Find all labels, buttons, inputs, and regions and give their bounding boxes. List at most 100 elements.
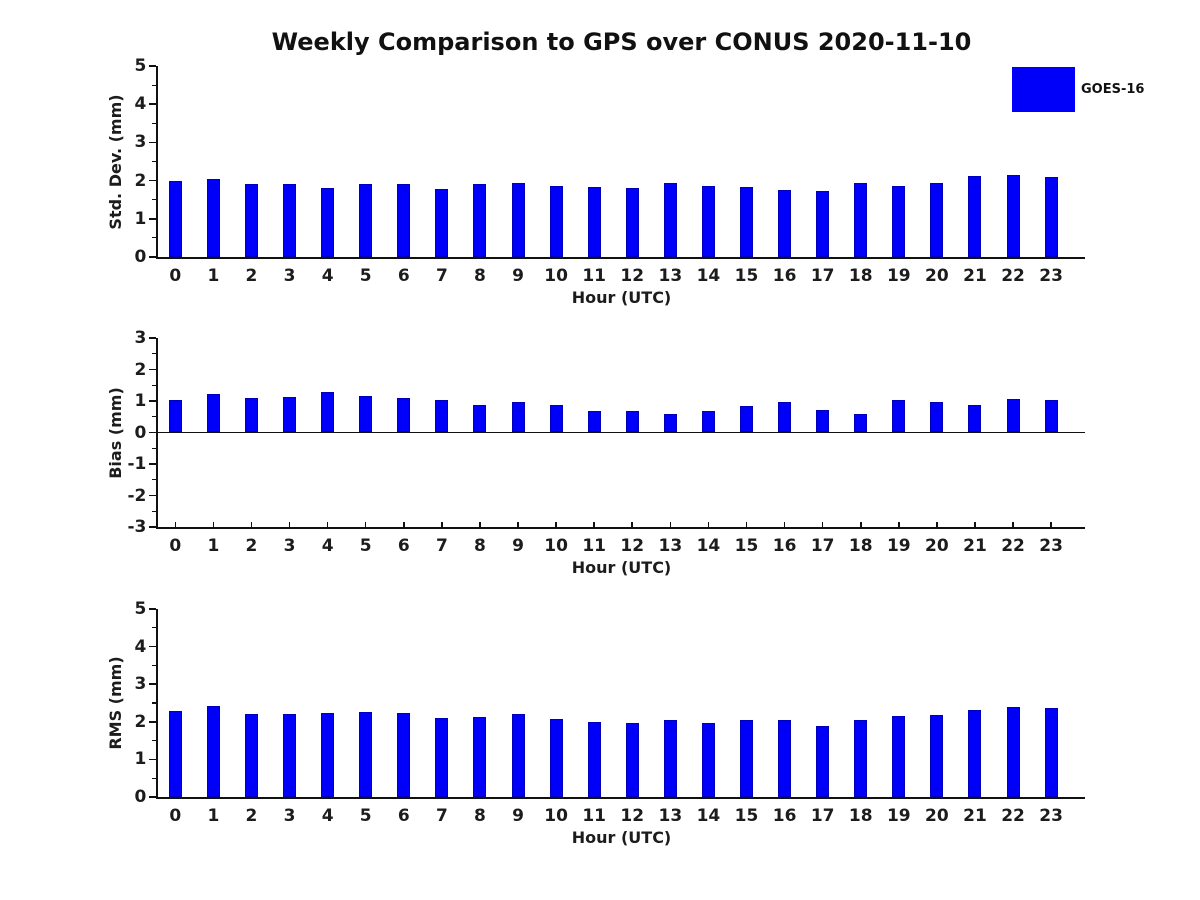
panel2-xtick [364,522,367,527]
panel1-yminortick [152,199,157,201]
panel2-ytick [149,526,157,528]
panel2-bar-hour-1 [206,393,220,433]
panel1-xtick-label: 18 [848,266,873,286]
panel3-xtick-label: 19 [886,806,911,826]
panel1-xtick-label: 2 [245,266,258,286]
panel2-xtick-label: 13 [658,536,683,556]
panel2-ytick-label: 2 [134,359,147,380]
panel1-bar-hour-1 [206,178,220,257]
panel3-xtick-label: 2 [245,806,258,826]
panel2-xtick-label: 22 [1001,536,1025,556]
panel3-bar-hour-22 [1006,706,1020,797]
panel2-ytick-label: 1 [134,391,147,411]
panel1-xtick-label: 20 [925,266,949,286]
panel3-xtick-label: 20 [925,806,949,826]
panel3-bar-hour-6 [397,713,411,797]
panel3-bar-hour-3 [283,713,297,797]
panel1-ytick-label: 1 [134,208,147,229]
panel2-xtick [326,522,329,527]
panel1-bar-hour-16 [778,189,792,257]
panel1-ytick-label: 4 [134,94,147,115]
panel3-xtick-label: 5 [359,806,372,826]
panel2-xtick [745,522,748,527]
panel2-yminortick [152,479,157,481]
panel2-bar-hour-12 [625,411,639,433]
panel3-bar-hour-14 [701,722,715,797]
panel1-xtick-label: 1 [207,266,220,286]
panel2-xtick-label: 15 [734,536,759,556]
panel2-bottom-spine [156,527,1085,529]
panel2-bar-hour-10 [549,404,563,433]
panel3-bar-hour-21 [968,710,982,797]
panel3-yminortick [152,702,157,704]
panel1-bar-hour-9 [511,182,525,257]
panel2-zero-line [158,431,1085,434]
panel1-xtick-label: 19 [886,266,911,286]
panel2-yminortick [152,353,157,355]
panel1-ytick [149,256,157,258]
panel1-ytick-label: 5 [134,56,147,76]
panel3-ytick [149,645,157,648]
panel1-xtick-label: 7 [435,266,448,286]
panel2-xtick [402,522,405,527]
panel3-bar-hour-5 [359,712,373,797]
panel1-bar-hour-10 [549,186,563,257]
panel3-xtick-label: 18 [848,806,873,826]
panel2-left-spine [156,338,158,529]
panel2-bar-hour-20 [930,402,944,433]
panel2-yminortick [152,510,157,512]
panel2-bar-hour-0 [168,400,182,433]
panel2-xtick [631,522,634,527]
panel3-xtick-label: 12 [620,806,645,826]
panel1-ytick [149,65,157,67]
panel3-yminortick [152,664,157,666]
panel2-xtick [288,522,291,527]
panel1-xtick-label: 9 [512,266,524,286]
panel2-xtick-label: 7 [435,536,448,556]
panel1-xtick-label: 11 [582,266,606,286]
panel1-xtick-label: 12 [620,266,645,286]
panel2-ytick [149,431,157,434]
panel2-xtick-label: 20 [925,536,949,556]
panel2-bar-hour-18 [854,413,868,433]
panel2-ytick [149,368,157,371]
panel1-xtick-label: 23 [1039,266,1063,286]
panel1-bar-hour-23 [1044,176,1058,257]
panel1-xtick-label: 3 [283,266,296,286]
panel1-xtick-label: 21 [963,266,987,286]
chart-title: Weekly Comparison to GPS over CONUS 2020… [271,28,972,56]
panel2-bar-hour-6 [397,397,411,433]
panel2-xtick [669,522,672,527]
panel3-ytick [149,683,157,685]
panel1-bar-hour-4 [321,188,335,257]
panel1-bar-hour-3 [283,184,297,257]
panel3-bar-hour-18 [854,719,868,797]
legend-swatch-goes16 [1012,67,1075,112]
panel3-bar-hour-0 [168,711,182,797]
panel3-ylabel: RMS (mm) [106,656,125,750]
panel1-xtick-label: 14 [696,266,721,286]
panel3-xtick-label: 21 [963,806,987,826]
panel2-ytick-label: -1 [127,454,147,474]
panel3-xtick-label: 14 [696,806,721,826]
panel3-ytick-label: 5 [134,599,147,619]
panel2-ytick [149,337,157,339]
panel2-ytick [149,400,157,402]
panel2-bar-hour-4 [321,391,335,433]
panel2-xtick-label: 11 [582,536,606,556]
panel3-xtick-label: 22 [1001,806,1025,826]
panel1-bar-hour-7 [435,188,449,257]
panel1-bar-hour-14 [701,186,715,257]
panel2-xtick [212,522,215,527]
panel2-ytick [149,494,157,497]
panel2-bar-hour-23 [1044,399,1058,433]
panel2-bar-hour-22 [1006,398,1020,433]
panel1-xtick-label: 4 [321,266,334,286]
panel3-ytick [149,758,157,761]
panel2-xtick [783,522,786,527]
panel3-ytick-label: 3 [134,674,147,695]
panel1-bar-hour-19 [892,186,906,257]
panel1-bar-hour-0 [168,180,182,257]
panel2-xtick-label: 21 [963,536,987,556]
